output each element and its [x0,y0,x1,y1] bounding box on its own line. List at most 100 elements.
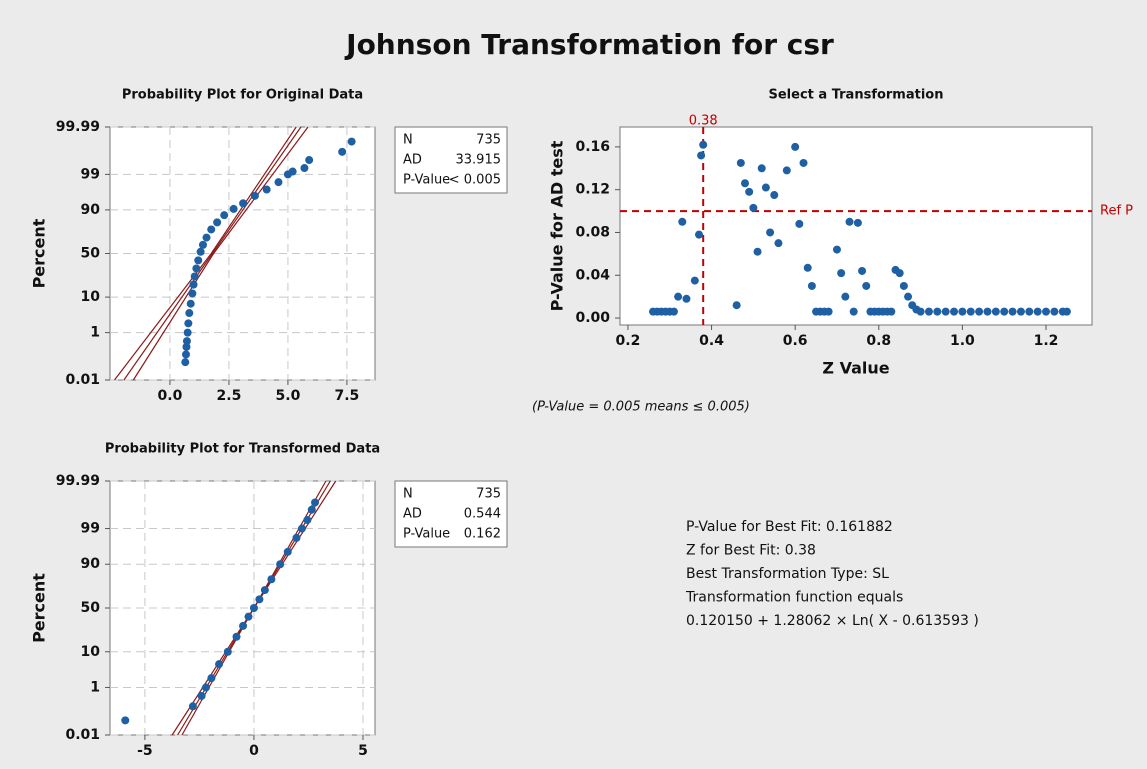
data-point [850,308,858,316]
note: (P-Value = 0.005 means ≤ 0.005) [532,400,750,415]
data-point [233,633,241,641]
data-point [224,648,232,656]
data-point [967,308,975,316]
data-point [213,218,221,226]
data-point [733,301,741,309]
data-point [184,329,192,337]
x-tick-label: 5 [358,743,368,759]
data-point [191,272,199,280]
y-tick-label: 50 [81,600,101,616]
data-point [305,156,313,164]
data-point [904,293,912,301]
data-point [958,308,966,316]
data-point [199,241,207,249]
data-point [348,138,356,146]
data-point [674,293,682,301]
x-axis-label: Z Value [822,359,889,378]
y-tick-label: 1 [90,679,100,695]
y-tick-label: 90 [81,202,101,218]
data-point [770,191,778,199]
data-point [202,683,210,691]
data-point [183,337,191,345]
data-point [207,225,215,233]
data-point [837,269,845,277]
data-point [184,319,192,327]
y-tick-label: 0.12 [575,182,610,198]
data-point [737,159,745,167]
chart-title: Select a Transformation [769,88,944,103]
data-point [1050,308,1058,316]
data-point [992,308,1000,316]
y-tick-label: 0.16 [575,139,610,155]
data-point [758,164,766,172]
best-fit-text: P-Value for Best Fit: 0.161882 [686,519,893,535]
data-point [896,269,904,277]
main-title: Johnson Transformation for csr [344,28,834,61]
data-point [1000,308,1008,316]
x-tick-label: 0.4 [699,333,724,349]
data-point [808,282,816,290]
y-tick-label: 90 [81,556,101,572]
data-point [338,148,346,156]
data-point [804,264,812,272]
data-point [1009,308,1017,316]
data-point [917,308,925,316]
x-tick-label: 0 [249,743,259,759]
data-point [745,188,753,196]
y-tick-label: 99 [81,521,100,537]
x-tick-label: 0.8 [866,333,891,349]
y-tick-label: 10 [81,289,101,305]
stat-value: 0.544 [464,507,501,522]
data-point [181,358,189,366]
data-point [207,674,215,682]
data-point [741,179,749,187]
x-tick-label: 2.5 [217,388,242,404]
y-tick-label: 0.04 [575,267,610,283]
data-point [261,586,269,594]
data-point [251,192,259,200]
y-tick-label: 99.99 [56,119,100,135]
data-point [185,309,193,317]
stat-value: 0.162 [464,527,501,542]
data-point [188,289,196,297]
data-point [766,228,774,236]
data-point [691,277,699,285]
data-point [274,178,282,186]
x-tick-label: 5.0 [276,388,301,404]
data-point [182,350,190,358]
data-point [239,199,247,207]
best-fit-text: Best Transformation Type: SL [686,566,889,582]
x-tick-label: 7.5 [335,388,360,404]
data-point [762,184,770,192]
data-point [308,506,316,514]
data-point [215,660,223,668]
data-point [754,248,762,256]
data-point [284,548,292,556]
x-tick-label: 1.0 [950,333,975,349]
figure: Johnson Transformation for csr (P-Value … [0,0,1147,769]
best-fit-text: Transformation function equals [685,590,903,606]
data-point [203,234,211,242]
data-point [263,186,271,194]
data-point [192,264,200,272]
data-point [121,716,129,724]
data-point [197,248,205,256]
x-tick-label: 1.2 [1034,333,1059,349]
stat-value: < 0.005 [449,173,501,188]
data-point [825,308,833,316]
y-tick-label: 0.01 [65,372,100,388]
data-point [682,295,690,303]
y-tick-label: 99.99 [56,473,100,489]
x-tick-label: -5 [137,743,153,759]
data-point [795,220,803,228]
stat-label: P-Value [403,527,450,542]
y-tick-label: 1 [90,325,100,341]
data-point [300,164,308,172]
reference-label: 0.38 [689,114,718,129]
reference-label: Ref P [1100,204,1133,219]
data-point [854,219,862,227]
y-axis-label: Percent [30,218,49,288]
stat-value: 33.915 [456,153,502,168]
y-tick-label: 10 [81,644,101,660]
data-point [699,141,707,149]
